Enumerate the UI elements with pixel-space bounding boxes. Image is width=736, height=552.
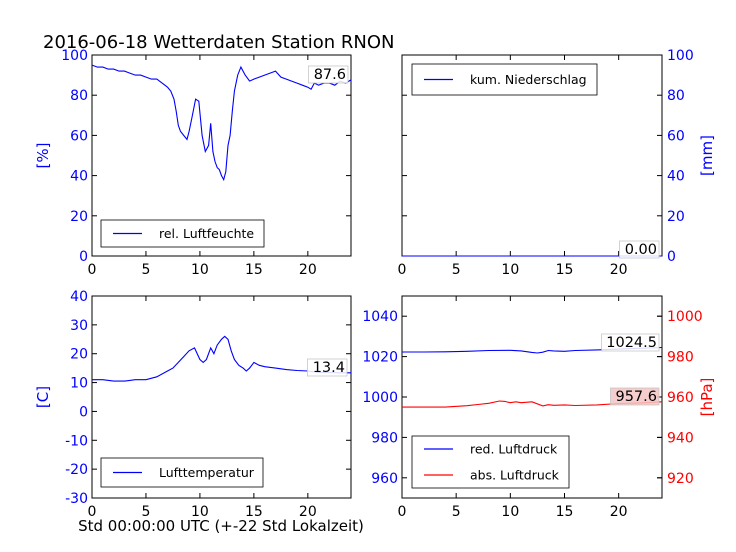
plot-frame (91, 295, 352, 499)
y-tick-label: 0 (79, 404, 88, 420)
x-tick-label: 10 (191, 262, 209, 278)
value-annotation: 13.4 (313, 360, 345, 376)
x-tick-label: 0 (398, 504, 407, 520)
y-tick-label: 980 (371, 430, 398, 446)
panel-pressure: 0 5 10 15 20 960 980 1000 1020 1040 920 940 960 980 10… (362, 295, 716, 520)
x-tick-label: 0 (88, 504, 97, 520)
series-line (92, 335, 351, 382)
x-axis-label: Std 00:00:00 UTC (+-22 Std Lokalzeit) (78, 517, 364, 535)
y-tick-label: 0 (79, 249, 88, 265)
y-tick-label: 40 (70, 289, 88, 305)
y-axis-label: [mm] (698, 135, 716, 176)
y-axis-label: [%] (34, 143, 52, 169)
y-tick-label: 1020 (362, 350, 398, 366)
x-tick-label: 15 (556, 262, 574, 278)
legend-box (411, 435, 570, 489)
y-axis-label: [hPa] (698, 378, 716, 417)
x-tick-label: 0 (88, 262, 97, 278)
y-tick-label: 100 (61, 48, 88, 64)
y-right-tick-label: 1000 (667, 309, 703, 325)
x-tick-label: 10 (501, 504, 519, 520)
x-tick-label: 10 (501, 262, 519, 278)
legend-box (100, 457, 264, 488)
value-annotation: 87.6 (314, 67, 346, 83)
x-tick-label: 5 (141, 262, 150, 278)
figure-title: 2016-06-18 Wetterdaten Station RNON (43, 32, 394, 53)
value-annotation: 957.6 (615, 389, 657, 405)
series-line (402, 346, 663, 354)
y-tick-label: 20 (70, 347, 88, 363)
y-right-tick-label: 960 (667, 390, 694, 406)
x-tick-label: 5 (452, 504, 461, 520)
y-tick-label: 20 (70, 209, 88, 225)
y-right-tick-label: 940 (667, 430, 694, 446)
plot-frame (91, 54, 352, 257)
panel-humidity: 0 5 10 15 20 0 20 40 60 80 100 [%] rel. Luftfeuchte 8… (34, 48, 352, 278)
y-tick-label: -30 (65, 491, 88, 507)
x-tick-label: 0 (398, 262, 407, 278)
y-tick-label: 10 (70, 376, 88, 392)
y-tick-label: -20 (65, 462, 88, 478)
y-tick-label: 20 (667, 209, 685, 225)
legend-label: kum. Niederschlag (470, 72, 587, 87)
x-tick-label: 15 (556, 504, 574, 520)
y-axis-label: [C] (34, 386, 52, 408)
panel-precip: 0 5 10 15 20 0 20 40 60 80 100 [mm] kum. Niederschla… (398, 48, 716, 278)
value-annotation-box (610, 387, 660, 406)
x-tick-label: 5 (141, 504, 150, 520)
y-tick-label: 40 (667, 169, 685, 185)
value-annotation: 1024.5 (606, 335, 657, 351)
legend-label: Lufttemperatur (159, 465, 255, 480)
x-tick-label: 20 (610, 262, 628, 278)
x-tick-label: 20 (299, 504, 317, 520)
y-tick-label: -10 (65, 433, 88, 449)
series-line (91, 64, 352, 182)
value-annotation-box (619, 240, 660, 259)
y-tick-label: 60 (70, 128, 88, 144)
legend-label: red. Luftdruck (470, 442, 558, 457)
y-tick-label: 100 (667, 48, 694, 64)
value-annotation-box (308, 65, 349, 84)
y-tick-label: 80 (667, 88, 685, 104)
x-tick-label: 10 (191, 504, 209, 520)
y-right-tick-label: 920 (667, 471, 694, 487)
value-annotation-box (601, 333, 660, 352)
x-tick-label: 20 (610, 504, 628, 520)
x-tick-label: 15 (245, 262, 263, 278)
x-tick-label: 20 (299, 262, 317, 278)
y-tick-label: 60 (667, 128, 685, 144)
value-annotation-box (307, 358, 348, 377)
y-tick-label: 30 (70, 318, 88, 334)
y-tick-label: 80 (70, 88, 88, 104)
series-line (402, 400, 663, 408)
x-tick-label: 15 (245, 504, 263, 520)
y-tick-label: 0 (667, 249, 676, 265)
y-tick-label: 1040 (362, 309, 398, 325)
legend-label: abs. Luftdruck (470, 468, 560, 483)
y-tick-label: 40 (70, 169, 88, 185)
y-tick-label: 960 (371, 471, 398, 487)
legend-label: rel. Luftfeuchte (159, 226, 254, 241)
y-tick-label: 1000 (362, 390, 398, 406)
y-right-tick-label: 980 (667, 350, 694, 366)
x-tick-label: 5 (452, 262, 461, 278)
panel-temperature: 0 5 10 15 20 -30 -20 -10 0 10 20 30 40 [C] Std 00:00:0… (34, 289, 364, 535)
value-annotation: 0.00 (625, 242, 657, 258)
